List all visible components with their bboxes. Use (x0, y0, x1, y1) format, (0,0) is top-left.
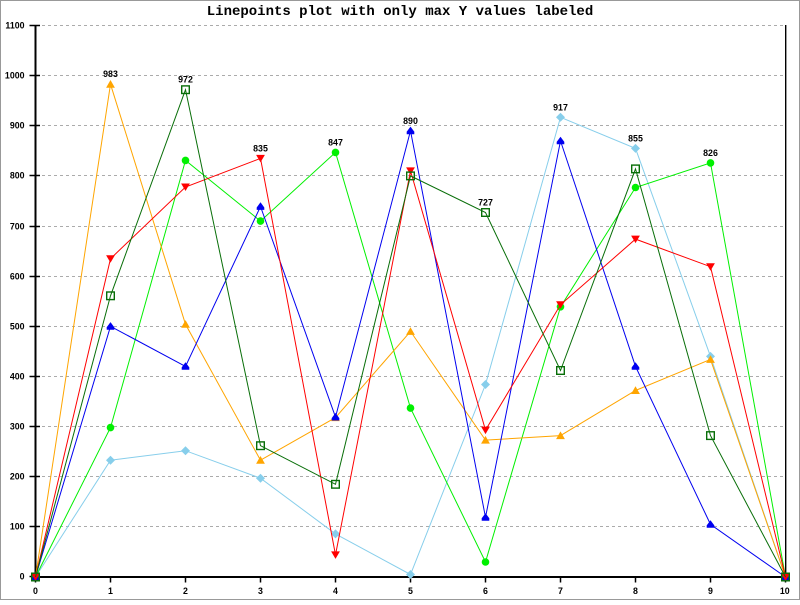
svg-text:4: 4 (333, 586, 338, 596)
svg-text:0: 0 (33, 586, 38, 596)
svg-text:9: 9 (708, 586, 713, 596)
svg-text:400: 400 (10, 372, 25, 382)
svg-text:10: 10 (780, 586, 790, 596)
svg-text:1: 1 (108, 586, 113, 596)
svg-text:826: 826 (703, 148, 718, 158)
svg-text:7: 7 (558, 586, 563, 596)
svg-text:983: 983 (103, 69, 118, 79)
svg-text:0: 0 (20, 572, 25, 582)
svg-text:700: 700 (10, 222, 25, 232)
svg-text:8: 8 (633, 586, 638, 596)
svg-text:847: 847 (328, 137, 343, 147)
svg-text:1100: 1100 (5, 21, 24, 31)
svg-text:2: 2 (183, 586, 188, 596)
svg-text:Linepoints plot with only max: Linepoints plot with only max Y values l… (207, 4, 593, 20)
svg-text:835: 835 (253, 143, 268, 153)
svg-text:200: 200 (10, 472, 25, 482)
svg-text:800: 800 (10, 171, 25, 181)
svg-text:5: 5 (408, 586, 413, 596)
svg-text:972: 972 (178, 75, 193, 85)
svg-text:900: 900 (10, 121, 25, 131)
svg-text:300: 300 (10, 422, 25, 432)
svg-text:100: 100 (10, 522, 25, 532)
svg-text:917: 917 (553, 102, 568, 112)
svg-text:1000: 1000 (5, 71, 25, 81)
svg-text:855: 855 (628, 133, 643, 143)
svg-text:727: 727 (478, 198, 493, 208)
svg-text:500: 500 (10, 322, 25, 332)
svg-text:890: 890 (403, 116, 418, 126)
svg-text:6: 6 (483, 586, 488, 596)
svg-text:600: 600 (10, 272, 25, 282)
svg-text:3: 3 (258, 586, 263, 596)
